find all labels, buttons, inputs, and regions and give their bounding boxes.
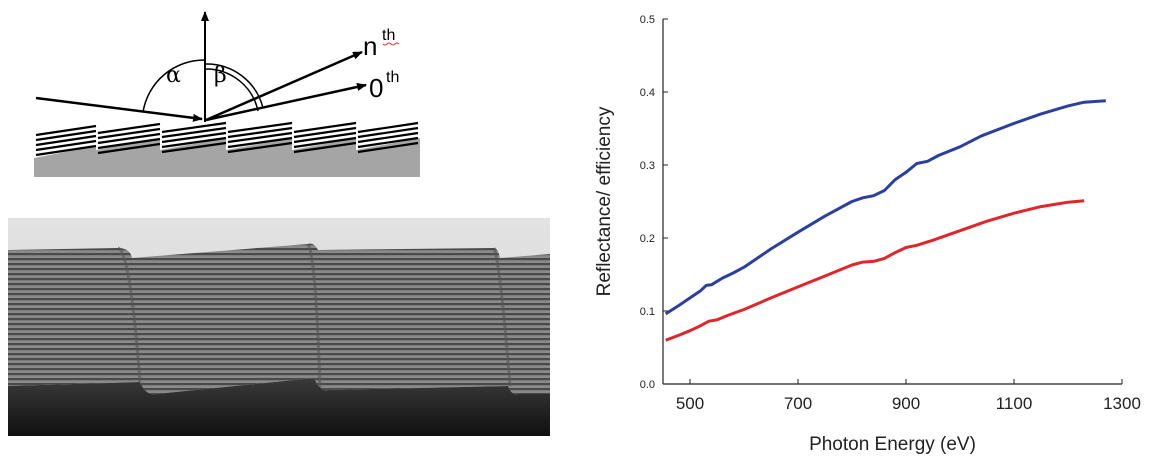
y-tick-label: 0.4 [640,87,655,99]
multilayer-stack [35,121,419,157]
y-tick-label: 0.2 [640,233,655,245]
x-tick-label: 900 [892,394,920,413]
grating-substrate [34,138,420,177]
multilayer-facet [293,121,357,154]
nth-order-superscript: th [382,27,395,44]
tem-substrate [8,378,550,436]
x-tick-label: 1300 [1103,394,1141,413]
tem-multilayer-stack [8,243,550,395]
zeroth-order-label: 0 [369,73,383,103]
y-tick-label: 0.0 [640,379,655,391]
x-tick-label: 700 [784,394,812,413]
tem-cross-section-image [8,218,550,436]
chart-axes: 0.0 0.1 0.2 0.3 0.4 0.5 500 700 900 1100 1300 [640,14,1141,413]
beta-label: β [214,63,227,88]
series-line-2 [665,199,1085,342]
zeroth-order-superscript: th [386,69,399,86]
multilayer-facet [227,121,293,154]
x-tick-label: 500 [676,394,704,413]
multilayer-facet [357,121,419,154]
series-line-1 [664,99,1106,316]
grating-geometry-diagram: α β n th 0 th [34,11,420,177]
incident-beam-arrow [35,96,203,122]
chart-series [664,99,1106,342]
nth-order-beam-arrow [205,50,363,122]
y-axis-title: Reflectance/ efficiency [594,106,615,296]
multilayer-facet [97,122,161,155]
x-axis-title: Photon Energy (eV) [809,434,976,455]
nth-order-label: n [363,31,377,61]
alpha-angle-arc [142,59,206,113]
beta-angle-arc [204,63,264,109]
y-tick-label: 0.3 [640,160,655,172]
multilayer-facet [35,124,97,157]
multilayer-facet [161,121,227,154]
y-tick-label: 0.1 [640,306,655,318]
y-tick-label: 0.5 [640,14,655,26]
alpha-label: α [166,63,181,88]
zeroth-order-beam-arrow [205,83,367,122]
x-tick-label: 1100 [996,394,1033,413]
